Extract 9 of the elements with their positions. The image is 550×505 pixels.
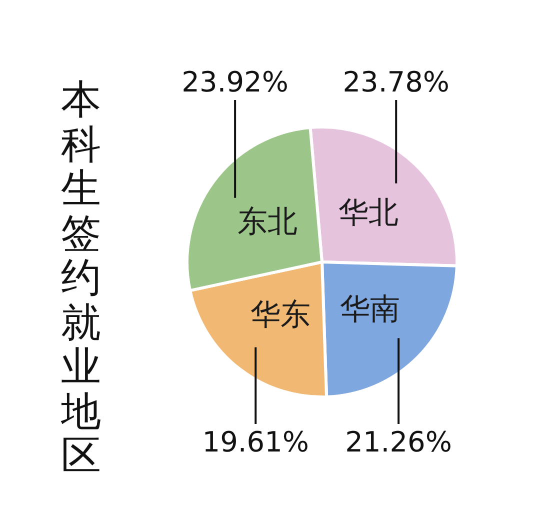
slice-label: 华北 bbox=[338, 195, 398, 230]
slice-label: 华南 bbox=[340, 292, 400, 328]
data-label: 19.61% bbox=[202, 426, 310, 458]
data-label: 23.78% bbox=[342, 66, 450, 98]
data-label: 21.26% bbox=[345, 426, 452, 458]
data-label: 23.92% bbox=[182, 66, 288, 98]
chart-title: 本科生签约就业地区 bbox=[61, 77, 101, 479]
slice-label: 东北 bbox=[238, 204, 298, 240]
slice-label: 华东 bbox=[250, 298, 311, 333]
